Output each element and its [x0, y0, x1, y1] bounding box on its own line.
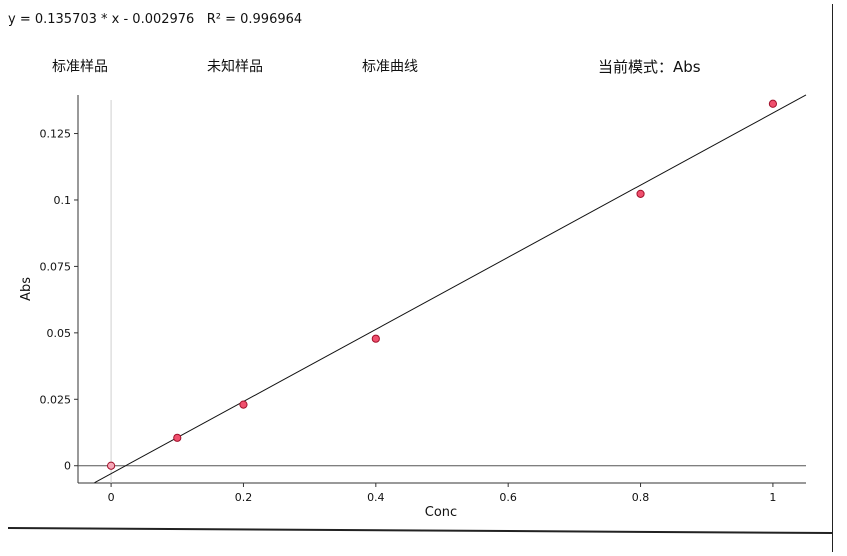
y-axis-title: Abs [19, 277, 34, 301]
regression-equation: y = 0.135703 * x - 0.002976 R² = 0.99696… [8, 12, 303, 27]
data-point [239, 400, 248, 409]
y-tick-label: 0.025 [40, 393, 72, 406]
x-tick-label: 0.6 [499, 491, 517, 504]
x-tick-label: 0.4 [367, 491, 385, 504]
current-mode-label: 当前模式：Abs [598, 58, 701, 76]
tab-standard-curve[interactable]: 标准曲线 [362, 59, 418, 75]
data-point [371, 334, 380, 343]
frame-right-border [832, 4, 833, 552]
chart-ticks: 0 0.2 0.4 0.6 0.8 1 0 0.025 0.05 0.075 0.1 0.125 [40, 128, 777, 504]
data-point [173, 433, 182, 442]
x-tick-label: 0 [108, 491, 115, 504]
x-tick-label: 0.8 [632, 491, 650, 504]
data-point [106, 461, 116, 470]
y-tick-label: 0.05 [47, 327, 72, 340]
y-tick-label: 0 [64, 460, 71, 473]
y-tick-label: 0.125 [40, 128, 72, 141]
chart-axes [77, 95, 806, 484]
fit-line-group [94, 94, 807, 484]
data-point [768, 99, 778, 108]
y-tick-label: 0.075 [40, 260, 72, 273]
x-axis-title: Conc [425, 505, 457, 520]
data-points [106, 99, 778, 470]
tab-standard-samples[interactable]: 标准样品 [52, 59, 108, 75]
x-tick-label: 1 [769, 491, 776, 504]
tab-unknown-samples[interactable]: 未知样品 [207, 59, 263, 75]
data-point [636, 189, 645, 198]
fit-line [94, 94, 807, 484]
x-tick-label: 0.2 [235, 491, 253, 504]
y-tick-label: 0.1 [54, 194, 72, 207]
